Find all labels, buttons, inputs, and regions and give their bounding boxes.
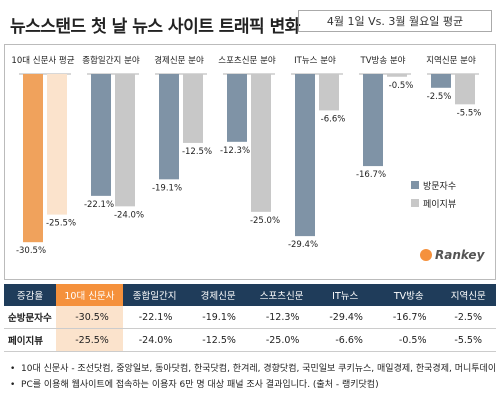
bar-visitors bbox=[159, 74, 179, 180]
table-header-row: 증감율 10대 신문사 종합일간지 경제신문 스포츠신문 IT뉴스 TV방송 지… bbox=[4, 284, 496, 306]
rankey-logo-icon bbox=[420, 249, 432, 261]
table-cell: -6.6% bbox=[313, 328, 377, 352]
bar-visitors bbox=[295, 74, 315, 237]
bar-pageviews bbox=[455, 74, 475, 105]
data-table: 증감율 10대 신문사 종합일간지 경제신문 스포츠신문 IT뉴스 TV방송 지… bbox=[4, 284, 496, 352]
data-label-pageviews: -5.5% bbox=[457, 108, 482, 118]
bar-pageviews bbox=[387, 74, 407, 77]
data-label-visitors: -12.3% bbox=[220, 146, 250, 156]
data-label-pageviews: -0.5% bbox=[389, 81, 414, 91]
data-label-visitors: -29.4% bbox=[288, 240, 318, 250]
table-header-cell: 스포츠신문 bbox=[249, 284, 314, 306]
footnote-text: PC를 이용해 웹사이트에 접속하는 이용자 6만 명 대상 패널 조사 결과입… bbox=[21, 380, 379, 390]
rankey-logo: Rankey bbox=[420, 248, 484, 262]
table-cell: -12.5% bbox=[186, 328, 250, 352]
bar-pageviews bbox=[319, 74, 339, 111]
category-label: TV방송 분야 bbox=[360, 55, 406, 66]
table-row-label: 순방문자수 bbox=[4, 306, 56, 329]
bar-visitors bbox=[431, 74, 451, 88]
bar-visitors bbox=[227, 74, 247, 142]
chart-subtitle: 4월 1일 Vs. 3월 월요일 평균 bbox=[298, 10, 492, 32]
footnote-text: 10대 신문사 - 조선닷컴, 중앙일보, 동아닷컴, 한국닷컴, 한겨레, 경… bbox=[21, 364, 497, 374]
footnote: • 10대 신문사 - 조선닷컴, 중앙일보, 동아닷컴, 한국닷컴, 한겨레,… bbox=[10, 364, 497, 374]
table-cell: -25.5% bbox=[56, 328, 123, 352]
table-cell: -25.0% bbox=[249, 328, 314, 352]
table-row: 순방문자수 -30.5% -22.1% -19.1% -12.3% -29.4%… bbox=[4, 306, 496, 329]
page-title: 뉴스스탠드 첫 날 뉴스 사이트 트래픽 변화 bbox=[10, 17, 300, 37]
category-label: IT뉴스 분야 bbox=[294, 55, 336, 66]
legend-label-visitors: 방문자수 bbox=[423, 181, 456, 192]
table-header-cell: 10대 신문사 bbox=[56, 284, 123, 306]
data-label-pageviews: -6.6% bbox=[321, 114, 346, 124]
footnote: • PC를 이용해 웹사이트에 접속하는 이용자 6만 명 대상 패널 조사 결… bbox=[10, 380, 379, 390]
category-label: 지역신문 분야 bbox=[426, 55, 476, 66]
legend-swatch-pageviews bbox=[411, 199, 419, 207]
bar-pageviews bbox=[251, 74, 271, 212]
bar-pageviews bbox=[47, 74, 67, 215]
data-label-visitors: -2.5% bbox=[427, 92, 452, 102]
data-label-pageviews: -25.0% bbox=[250, 216, 280, 226]
table-cell: -30.5% bbox=[56, 306, 123, 329]
table-cell: -22.1% bbox=[122, 306, 187, 329]
category-label: 스포츠신문 분야 bbox=[218, 55, 276, 66]
footnotes: • 10대 신문사 - 조선닷컴, 중앙일보, 동아닷컴, 한국닷컴, 한겨레,… bbox=[10, 361, 496, 393]
logo-text: Rankey bbox=[435, 248, 485, 262]
category-label: 경제신문 분야 bbox=[154, 55, 204, 66]
table-cell: -16.7% bbox=[376, 306, 441, 329]
data-label-visitors: -22.1% bbox=[84, 200, 114, 210]
legend-swatch-visitors bbox=[411, 181, 419, 189]
table-cell: -0.5% bbox=[376, 328, 441, 352]
data-label-visitors: -30.5% bbox=[16, 246, 46, 256]
data-label-pageviews: -12.5% bbox=[182, 147, 212, 157]
table-cell: -2.5% bbox=[440, 306, 496, 329]
table-header-cell: IT뉴스 bbox=[313, 284, 377, 306]
table-row-label: 페이지뷰 bbox=[4, 328, 56, 352]
table-cell: -19.1% bbox=[186, 306, 250, 329]
data-label-pageviews: -24.0% bbox=[114, 210, 144, 220]
table-cell: -12.3% bbox=[249, 306, 314, 329]
data-label-visitors: -19.1% bbox=[152, 183, 182, 193]
bar-visitors bbox=[363, 74, 383, 167]
bar-pageviews bbox=[115, 74, 135, 207]
table-row: 페이지뷰 -25.5% -24.0% -12.5% -25.0% -6.6% -… bbox=[4, 328, 496, 352]
table-header-cell: 종합일간지 bbox=[122, 284, 187, 306]
table-cell: -29.4% bbox=[313, 306, 377, 329]
category-label: 10대 신문사 평균 bbox=[11, 55, 74, 66]
table-cell: -5.5% bbox=[440, 328, 496, 352]
bar-pageviews bbox=[183, 74, 203, 143]
table-cell: -24.0% bbox=[122, 328, 187, 352]
bar-visitors bbox=[91, 74, 111, 196]
legend-label-pageviews: 페이지뷰 bbox=[423, 199, 456, 210]
table-header-cell: TV방송 bbox=[376, 284, 441, 306]
category-label: 종합일간지 분야 bbox=[82, 55, 140, 66]
chart-area: 10대 신문사 평균 -30.5% -25.5% 종합일간지 분야 -22.1% -24.… bbox=[4, 44, 496, 280]
bar-visitors bbox=[23, 74, 43, 243]
bar-chart: 10대 신문사 평균 -30.5% -25.5% 종합일간지 분야 -22.1%-24.… bbox=[11, 55, 482, 256]
table-header-cell: 경제신문 bbox=[186, 284, 250, 306]
data-label-visitors: -16.7% bbox=[356, 170, 386, 180]
data-label-pageviews: -25.5% bbox=[46, 219, 76, 229]
table-header-cell: 지역신문 bbox=[440, 284, 496, 306]
table-header-cell: 증감율 bbox=[4, 284, 56, 306]
